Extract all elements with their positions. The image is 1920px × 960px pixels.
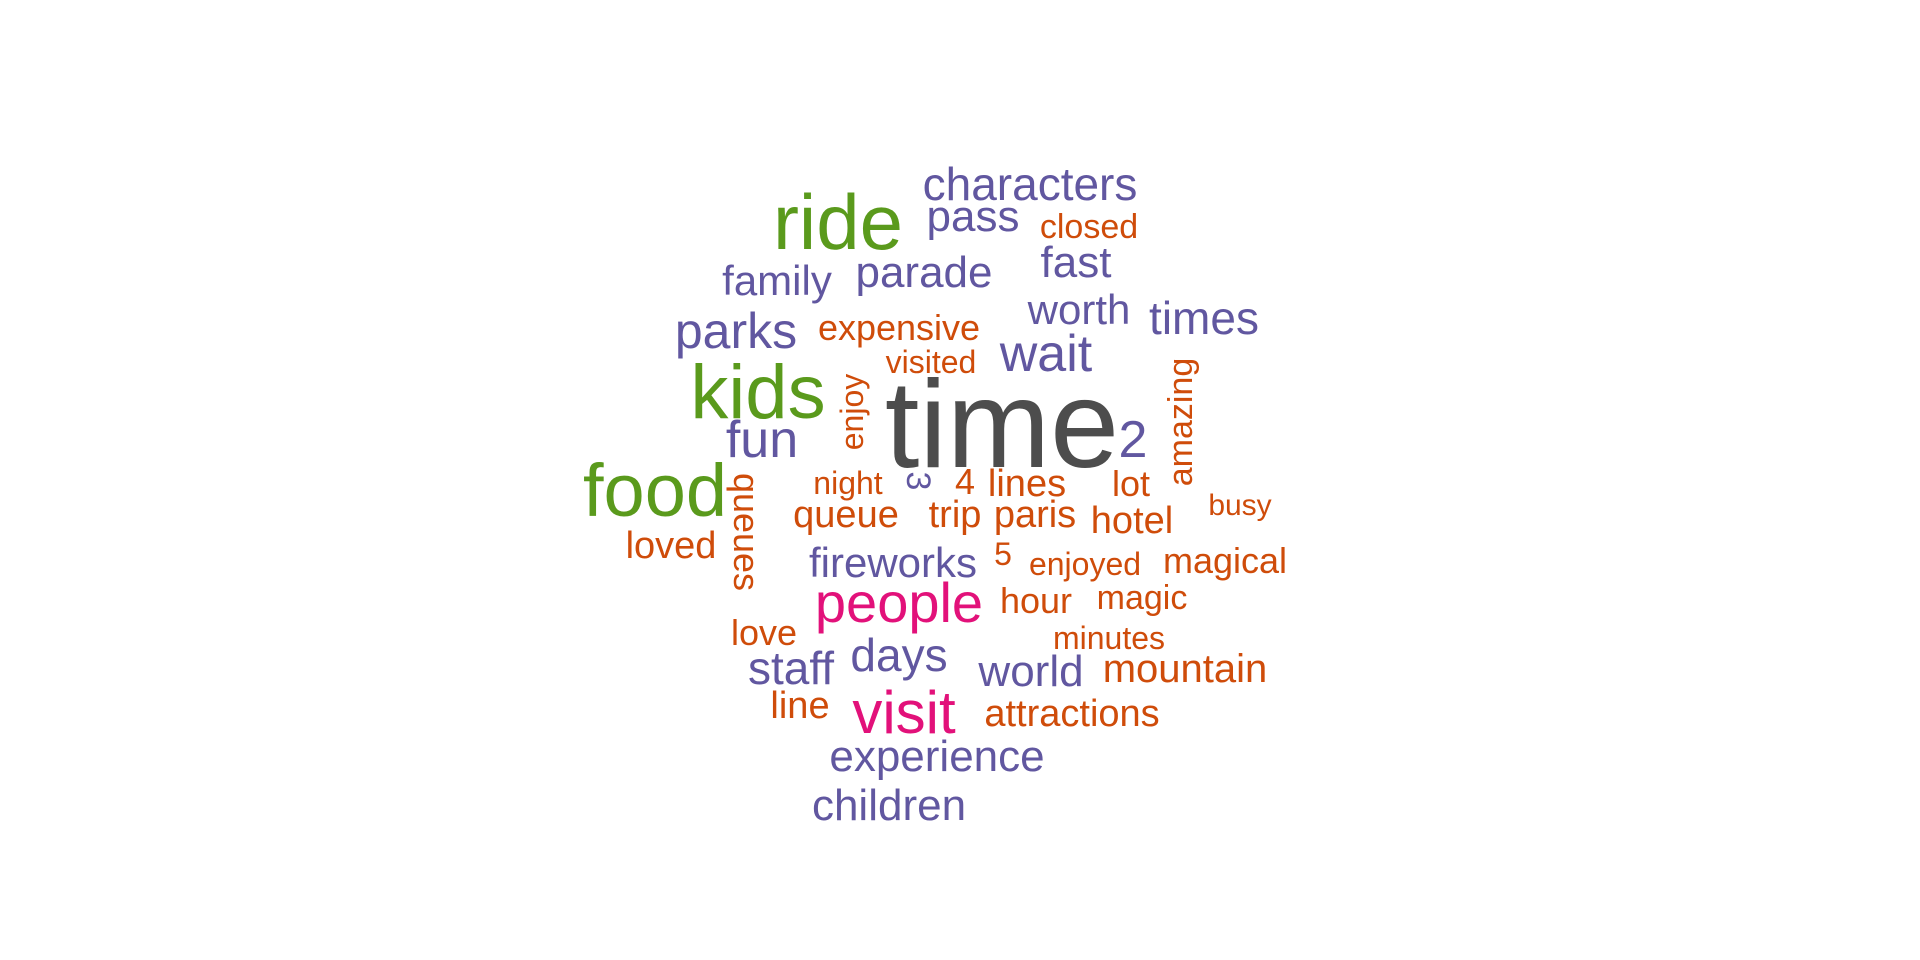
word-world: world	[978, 647, 1084, 696]
word-wait: wait	[999, 325, 1093, 383]
word-enjoy: enjoy	[834, 373, 870, 451]
word-two: 2	[1118, 411, 1148, 469]
word-fireworks: fireworks	[808, 539, 978, 586]
word-paris: paris	[993, 494, 1077, 536]
word-three: 3	[899, 471, 937, 491]
word-visited: visited	[885, 344, 977, 380]
word-people: people	[814, 571, 984, 634]
word-queues: queues	[726, 472, 767, 592]
word-attractions: attractions	[984, 693, 1160, 735]
word-parade: parade	[855, 248, 993, 297]
word-ride: ride	[772, 178, 904, 266]
word-loved: loved	[625, 525, 717, 567]
word-kids: kids	[690, 350, 826, 435]
word-line: line	[770, 685, 830, 727]
word-times: times	[1149, 292, 1259, 344]
word-trip: trip	[928, 494, 982, 536]
word-enjoyed: enjoyed	[1028, 546, 1142, 582]
word-four: 4	[954, 461, 976, 502]
word-parks: parks	[674, 303, 798, 359]
word-time: time	[884, 356, 1120, 494]
word-visit: visit	[852, 679, 956, 746]
word-night: night	[813, 465, 883, 501]
word-days: days	[850, 629, 948, 681]
word-busy: busy	[1208, 489, 1272, 522]
word-magic: magic	[1096, 579, 1188, 617]
word-children: children	[811, 781, 967, 830]
word-experience: experience	[829, 732, 1045, 781]
word-fast: fast	[1040, 238, 1112, 287]
word-five: 5	[994, 536, 1012, 572]
word-lot: lot	[1111, 463, 1151, 504]
word-worth: worth	[1027, 286, 1131, 333]
word-family: family	[722, 257, 832, 304]
word-fun: fun	[725, 411, 799, 469]
word-love: love	[730, 612, 798, 653]
word-magical: magical	[1162, 540, 1288, 581]
word-staff: staff	[747, 642, 835, 694]
word-closed: closed	[1039, 208, 1139, 246]
word-expensive: expensive	[817, 307, 981, 348]
word-minutes: minutes	[1052, 620, 1166, 656]
word-hotel: hotel	[1090, 500, 1174, 542]
word-queue: queue	[793, 494, 899, 536]
word-characters: characters	[922, 158, 1138, 210]
word-mountain: mountain	[1102, 647, 1268, 691]
word-hour: hour	[999, 580, 1073, 621]
word-amazing: amazing	[1162, 357, 1200, 487]
word-pass: pass	[926, 192, 1020, 241]
word-food: food	[582, 449, 728, 532]
word-lines: lines	[987, 463, 1067, 505]
